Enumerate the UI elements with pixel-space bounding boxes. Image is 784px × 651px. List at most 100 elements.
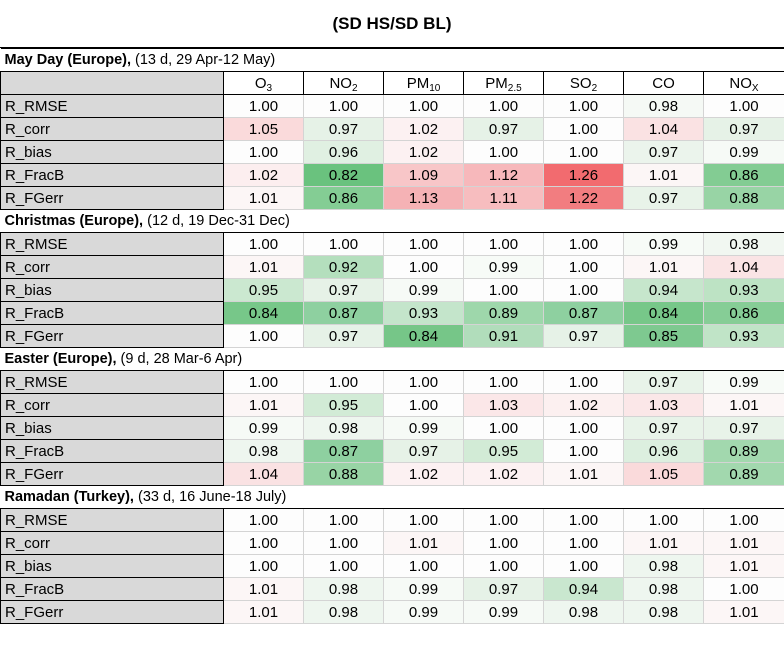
value-cell: 0.97 xyxy=(463,117,544,141)
section-name: May Day (Europe), xyxy=(4,52,132,68)
section-detail: (12 d, 19 Dec-31 Dec) xyxy=(143,213,290,229)
value-cell: 0.98 xyxy=(303,577,384,601)
column-header-subscript: 10 xyxy=(429,82,441,94)
section-header-row: Easter (Europe), (9 d, 28 Mar-6 Apr) xyxy=(0,347,784,371)
value-cell: 1.00 xyxy=(623,508,704,532)
value-cell: 1.02 xyxy=(383,140,464,164)
value-cell: 1.00 xyxy=(463,278,544,302)
value-cell: 1.26 xyxy=(543,163,624,187)
value-cell: 0.96 xyxy=(623,439,704,463)
value-cell: 1.01 xyxy=(702,393,784,417)
column-header-base: PM xyxy=(406,74,430,92)
table-row: R_RMSE 1.00 1.00 1.00 1.00 1.00 0.98 1.00 xyxy=(0,94,784,118)
table-row: R_FGerr 1.04 0.88 1.02 1.02 1.01 1.05 0.89 xyxy=(0,462,784,486)
value-cell: 1.01 xyxy=(383,531,464,555)
value-cell: 1.01 xyxy=(623,531,704,555)
section-title-cell: May Day (Europe), (13 d, 29 Apr-12 May) xyxy=(0,48,784,72)
value-cell: 0.99 xyxy=(383,416,464,440)
row-label: R_RMSE xyxy=(0,232,224,256)
value-cell: 1.05 xyxy=(623,462,704,486)
value-cell: 0.98 xyxy=(702,232,784,256)
value-cell: 1.00 xyxy=(702,94,784,118)
value-cell: 1.00 xyxy=(543,416,624,440)
value-cell: 0.87 xyxy=(303,439,384,463)
table-row: R_bias 1.00 1.00 1.00 1.00 1.00 0.98 1.01 xyxy=(0,554,784,578)
value-cell: 0.99 xyxy=(702,140,784,164)
row-label: R_FracB xyxy=(0,577,224,601)
row-label: R_FGerr xyxy=(0,600,224,624)
table-row: R_corr 1.01 0.92 1.00 0.99 1.00 1.01 1.04 xyxy=(0,255,784,279)
row-label: R_bias xyxy=(0,140,224,164)
value-cell: 1.00 xyxy=(463,140,544,164)
value-cell: 1.00 xyxy=(702,577,784,601)
table-row: R_FracB 1.01 0.98 0.99 0.97 0.94 0.98 1.00 xyxy=(0,577,784,601)
value-cell: 1.05 xyxy=(223,117,304,141)
value-cell: 0.99 xyxy=(383,577,464,601)
value-cell: 1.01 xyxy=(623,255,704,279)
column-header: NO2 xyxy=(303,71,384,95)
value-cell: 1.02 xyxy=(223,163,304,187)
value-cell: 0.97 xyxy=(463,577,544,601)
value-cell: 1.01 xyxy=(543,462,624,486)
column-header-subscript: 3 xyxy=(266,82,273,94)
value-cell: 0.95 xyxy=(223,278,304,302)
value-cell: 1.00 xyxy=(543,232,624,256)
column-header-base: CO xyxy=(652,74,675,92)
section-header-row: Ramadan (Turkey), (33 d, 16 June-18 July… xyxy=(0,485,784,509)
value-cell: 1.00 xyxy=(463,531,544,555)
value-cell: 1.00 xyxy=(223,140,304,164)
section-header-row: Christmas (Europe), (12 d, 19 Dec-31 Dec… xyxy=(0,209,784,233)
value-cell: 0.84 xyxy=(383,324,464,348)
table-row: R_RMSE 1.00 1.00 1.00 1.00 1.00 1.00 1.00 xyxy=(0,508,784,532)
value-cell: 0.89 xyxy=(702,439,784,463)
column-header-base: O xyxy=(254,74,267,92)
value-cell: 0.99 xyxy=(702,370,784,394)
value-cell: 1.02 xyxy=(383,117,464,141)
value-cell: 0.87 xyxy=(543,301,624,325)
value-cell: 1.00 xyxy=(223,370,304,394)
table-row: R_corr 1.00 1.00 1.01 1.00 1.00 1.01 1.01 xyxy=(0,531,784,555)
value-cell: 0.94 xyxy=(543,577,624,601)
value-cell: 1.00 xyxy=(543,554,624,578)
section-name: Christmas (Europe), xyxy=(4,213,144,229)
value-cell: 0.86 xyxy=(702,301,784,325)
value-cell: 1.03 xyxy=(623,393,704,417)
column-header-base: PM xyxy=(485,74,508,92)
value-cell: 1.00 xyxy=(383,508,464,532)
row-label: R_FGerr xyxy=(0,462,224,486)
value-cell: 1.00 xyxy=(543,531,624,555)
row-label: R_bias xyxy=(0,416,224,440)
row-label: R_corr xyxy=(0,255,224,279)
value-cell: 0.86 xyxy=(702,163,784,187)
table-row: R_FGerr 1.01 0.86 1.13 1.11 1.22 0.97 0.88 xyxy=(0,186,784,210)
row-label: R_FracB xyxy=(0,439,224,463)
value-cell: 1.02 xyxy=(463,462,544,486)
section-name: Ramadan (Turkey), xyxy=(4,489,134,505)
table-row: R_corr 1.01 0.95 1.00 1.03 1.02 1.03 1.01 xyxy=(0,393,784,417)
section-title-cell: Easter (Europe), (9 d, 28 Mar-6 Apr) xyxy=(0,347,784,371)
value-cell: 0.97 xyxy=(702,117,784,141)
column-header-base: NO xyxy=(329,74,352,92)
value-cell: 0.88 xyxy=(303,462,384,486)
value-cell: 1.00 xyxy=(543,94,624,118)
value-cell: 1.01 xyxy=(223,577,304,601)
table-row: R_corr 1.05 0.97 1.02 0.97 1.00 1.04 0.97 xyxy=(0,117,784,141)
table-body: May Day (Europe), (13 d, 29 Apr-12 May) O… xyxy=(0,48,784,624)
value-cell: 0.97 xyxy=(383,439,464,463)
value-cell: 1.01 xyxy=(623,163,704,187)
value-cell: 0.99 xyxy=(223,416,304,440)
value-cell: 0.84 xyxy=(623,301,704,325)
value-cell: 0.99 xyxy=(623,232,704,256)
value-cell: 0.92 xyxy=(303,255,384,279)
column-header-base: NO xyxy=(729,74,752,92)
table-row: R_RMSE 1.00 1.00 1.00 1.00 1.00 0.97 0.99 xyxy=(0,370,784,394)
column-header-row: O3 NO2 PM10 PM2.5 SO2 CO NOX xyxy=(0,71,784,95)
value-cell: 1.00 xyxy=(543,117,624,141)
value-cell: 0.98 xyxy=(623,554,704,578)
value-cell: 0.87 xyxy=(303,301,384,325)
value-cell: 0.98 xyxy=(303,416,384,440)
column-header-base: SO xyxy=(569,74,592,92)
table-row: R_bias 0.95 0.97 0.99 1.00 1.00 0.94 0.93 xyxy=(0,278,784,302)
value-cell: 1.00 xyxy=(303,554,384,578)
row-label: R_RMSE xyxy=(0,94,224,118)
